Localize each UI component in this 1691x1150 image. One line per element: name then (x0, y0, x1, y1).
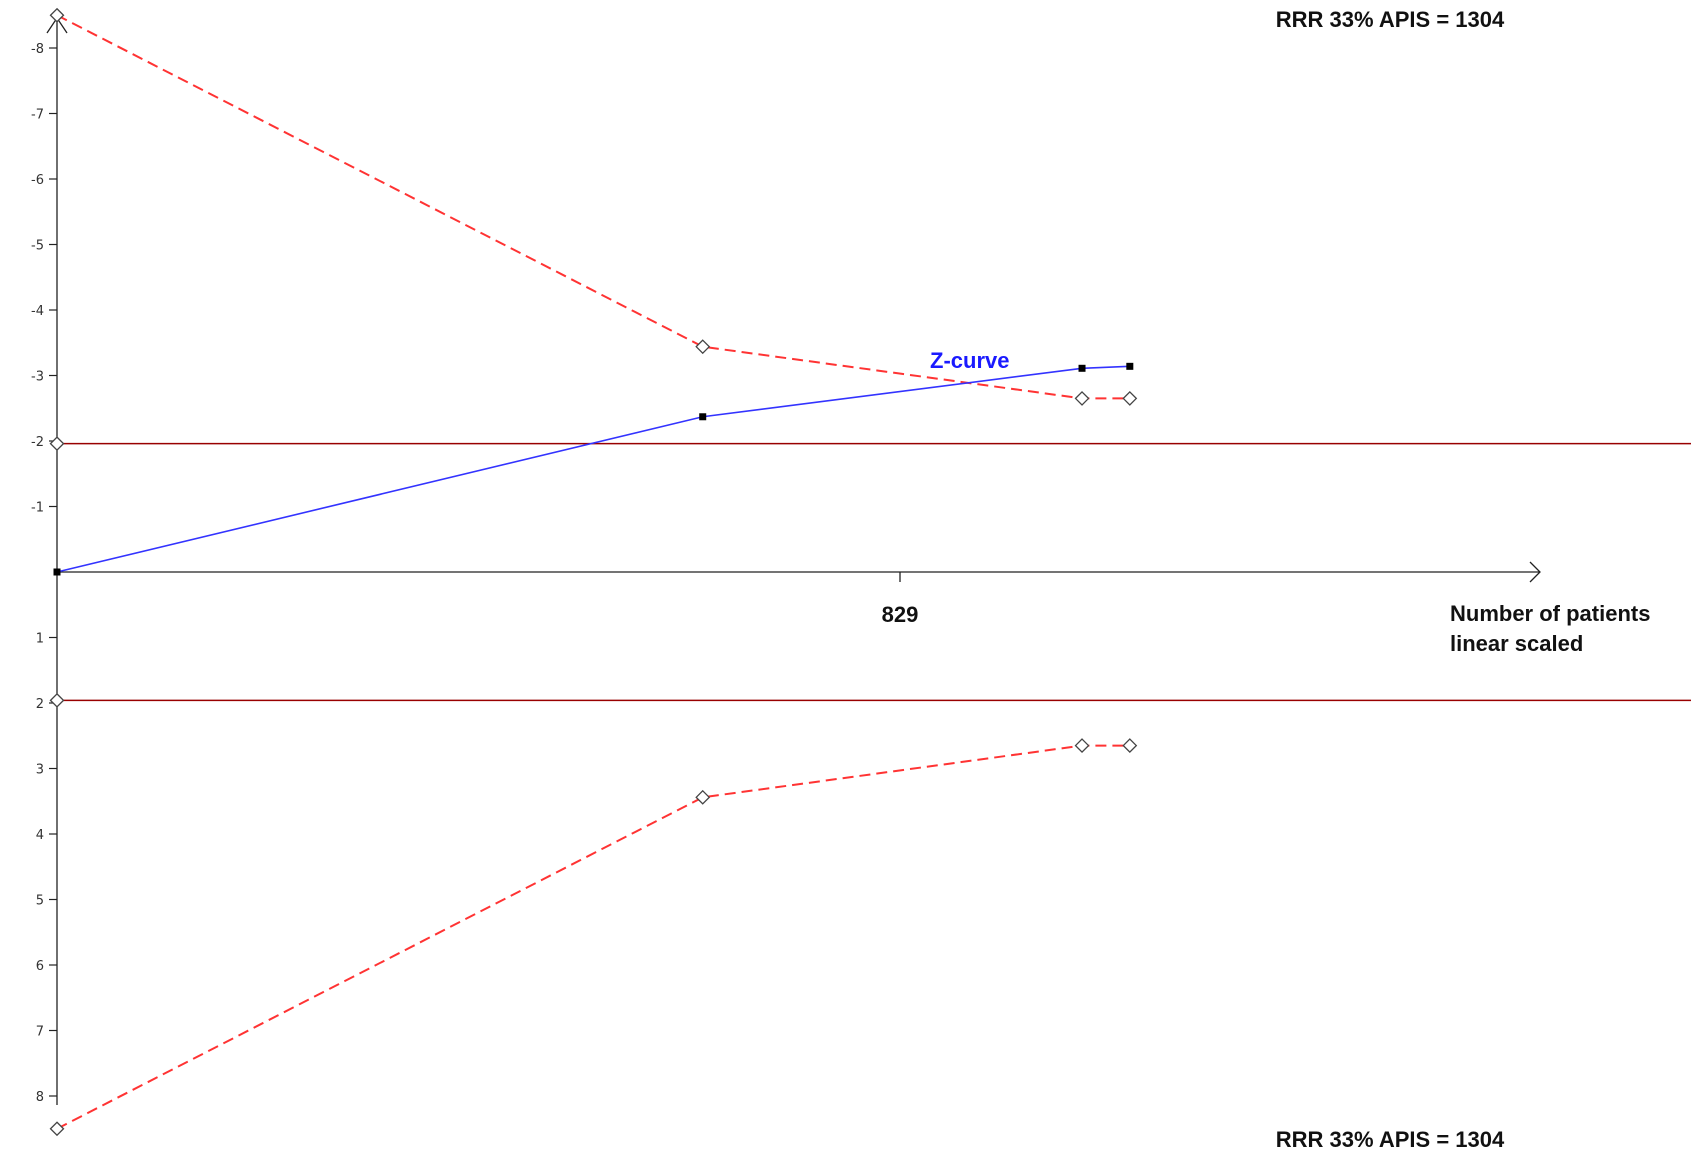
upper-boundary-marker (1122, 391, 1138, 406)
upper-boundary-marker (1074, 391, 1090, 406)
x-axis-arrow-icon (1529, 561, 1541, 583)
z-curve-point (53, 568, 61, 576)
z-curve-point (1126, 362, 1134, 370)
y-tick-label: -7 (31, 108, 44, 123)
z-curve-line (56, 365, 1130, 573)
y-tick-label: -4 (31, 304, 44, 319)
y-tick-label: -5 (31, 239, 44, 254)
lower-monitoring-boundary (56, 744, 1130, 1130)
upper-boundary-marker (49, 7, 65, 23)
y-tick-label: 3 (36, 763, 44, 778)
z-curve-point (1078, 364, 1086, 372)
z-curve-label: Z-curve (930, 348, 1009, 373)
x-tick-label: 829 (882, 602, 919, 627)
lower-boundary-marker (695, 789, 711, 805)
y-tick-label: 5 (36, 894, 44, 909)
lower-boundary-marker (1122, 738, 1138, 753)
ris-label-bottom: RRR 33% APIS = 1304 (1276, 1127, 1505, 1150)
x-axis-label-line1: Number of patients (1450, 601, 1650, 626)
ris-label-top: RRR 33% APIS = 1304 (1276, 7, 1505, 32)
y-axis-ticks: -8 -7 -6 -5 -4 -3 -2 -1 1 2 3 4 5 6 7 8 (31, 42, 57, 1105)
chart-markers (49, 7, 1138, 1137)
y-tick-label: 6 (36, 959, 44, 974)
y-tick-label: 4 (36, 828, 44, 843)
y-tick-label: -6 (31, 173, 44, 188)
y-tick-label: 7 (36, 1025, 44, 1040)
y-tick-label: 8 (36, 1090, 44, 1105)
upper-boundary-marker (695, 339, 711, 355)
lower-boundary-marker (1074, 738, 1090, 753)
y-tick-label: -3 (31, 370, 44, 385)
conventional-boundary-marker (49, 436, 65, 452)
z-curve-point (699, 413, 707, 421)
x-axis-label-line2: linear scaled (1450, 631, 1583, 656)
y-tick-label: 1 (36, 632, 44, 647)
conventional-boundary-marker (49, 692, 65, 708)
y-tick-label: -2 (31, 435, 44, 450)
y-tick-label: -1 (31, 501, 44, 516)
y-tick-label: -8 (31, 42, 44, 57)
y-tick-label: 2 (36, 697, 44, 712)
upper-monitoring-boundary (56, 14, 1130, 400)
lower-boundary-marker (49, 1121, 65, 1137)
